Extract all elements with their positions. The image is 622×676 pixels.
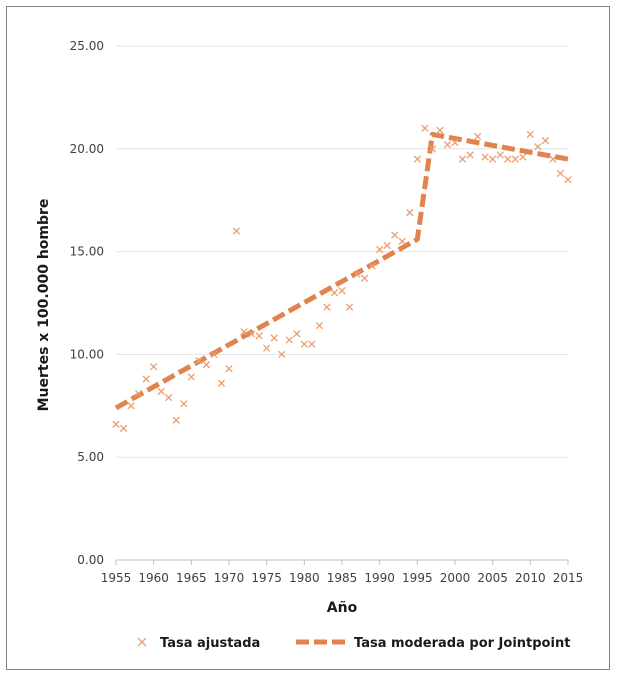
data-point: [504, 155, 512, 163]
data-point: [376, 245, 384, 254]
data-point: [353, 270, 361, 278]
x-tick-label: 1995: [402, 571, 433, 585]
x-tick-label: 2015: [553, 571, 584, 585]
data-point: [519, 153, 527, 161]
legend-marker-icon: [137, 637, 147, 647]
trend-series: [114, 131, 569, 411]
data-point: [383, 241, 391, 250]
x-tick-label: 1960: [138, 571, 169, 585]
data-point: [443, 141, 452, 149]
data-point: [564, 175, 572, 184]
data-point: [466, 151, 474, 159]
data-point: [360, 274, 369, 282]
data-point: [112, 420, 120, 428]
data-point: [134, 389, 143, 398]
data-point: [368, 262, 376, 270]
data-point: [232, 227, 241, 235]
y-tick-label: 25.00: [70, 39, 104, 53]
data-point: [315, 321, 324, 330]
legend: Tasa ajustada Tasa moderada por Jointpoi…: [137, 636, 570, 651]
trend-line: [114, 131, 569, 411]
data-point: [217, 379, 226, 387]
y-axis-ticks: 0.00 5.00 10.00 15.00 20.00 25.00: [70, 39, 104, 567]
data-point: [481, 153, 489, 161]
y-tick-label: 0.00: [77, 553, 104, 567]
legend-label-trend: Tasa moderada por Jointpoint: [354, 636, 570, 651]
data-point: [225, 365, 233, 373]
data-point: [278, 350, 286, 359]
data-point: [157, 387, 165, 396]
data-point: [300, 340, 308, 348]
data-point: [187, 373, 195, 381]
data-point: [270, 334, 278, 342]
x-axis: [115, 559, 569, 565]
x-tick-label: 1985: [327, 571, 358, 585]
x-tick-label: 2010: [515, 571, 546, 585]
data-point: [263, 344, 271, 352]
data-point: [210, 350, 218, 359]
data-point: [406, 208, 414, 217]
data-point: [150, 363, 158, 371]
data-point: [511, 155, 519, 163]
data-point: [345, 303, 354, 311]
data-point: [391, 231, 399, 239]
data-point: [202, 361, 211, 369]
data-point: [451, 138, 459, 147]
data-point: [534, 143, 542, 151]
data-point: [285, 336, 293, 344]
data-point: [330, 289, 339, 297]
data-point: [428, 145, 437, 153]
x-tick-label: 2005: [477, 571, 508, 585]
y-tick-label: 10.00: [70, 347, 104, 361]
data-point: [526, 130, 534, 139]
y-tick-label: 5.00: [77, 450, 104, 464]
data-point: [119, 424, 128, 433]
x-axis-ticks: 1955 1960 1965 1970 1975 1980 1985 1990 1995 2000…: [101, 571, 584, 585]
data-point: [413, 155, 421, 163]
data-point: [142, 375, 150, 383]
chart-frame: [6, 6, 610, 670]
x-tick-label: 1970: [214, 571, 245, 585]
data-point: [436, 126, 444, 134]
x-tick-label: 1965: [176, 571, 207, 585]
data-point: [180, 400, 188, 408]
grid-lines: [116, 45, 568, 458]
x-axis-title: Año: [327, 600, 358, 616]
data-point: [421, 124, 429, 132]
data-point: [308, 340, 316, 348]
data-point: [323, 303, 331, 311]
data-point: [541, 136, 550, 145]
data-point: [458, 155, 467, 163]
x-tick-label: 2000: [440, 571, 471, 585]
data-point: [549, 155, 557, 163]
x-tick-label: 1955: [101, 571, 132, 585]
x-tick-label: 1975: [251, 571, 282, 585]
data-point: [127, 402, 135, 410]
data-point: [473, 132, 482, 141]
data-point: [172, 416, 180, 424]
data-point: [165, 393, 173, 402]
data-point: [496, 151, 504, 159]
data-point: [247, 330, 256, 338]
data-point: [556, 169, 565, 178]
y-axis-title: Muertes x 100.000 hombre: [36, 199, 52, 412]
data-point: [255, 332, 263, 340]
x-tick-label: 1980: [289, 571, 320, 585]
x-tick-label: 1990: [364, 571, 395, 585]
legend-label-observed: Tasa ajustada: [160, 636, 260, 651]
y-tick-label: 20.00: [70, 142, 104, 156]
scatter-series: [112, 124, 572, 433]
y-tick-label: 15.00: [70, 245, 104, 259]
data-point: [338, 287, 346, 295]
data-point: [195, 356, 203, 365]
data-point: [398, 237, 406, 245]
data-point: [489, 155, 497, 163]
data-point: [240, 328, 248, 336]
data-point: [293, 330, 301, 338]
